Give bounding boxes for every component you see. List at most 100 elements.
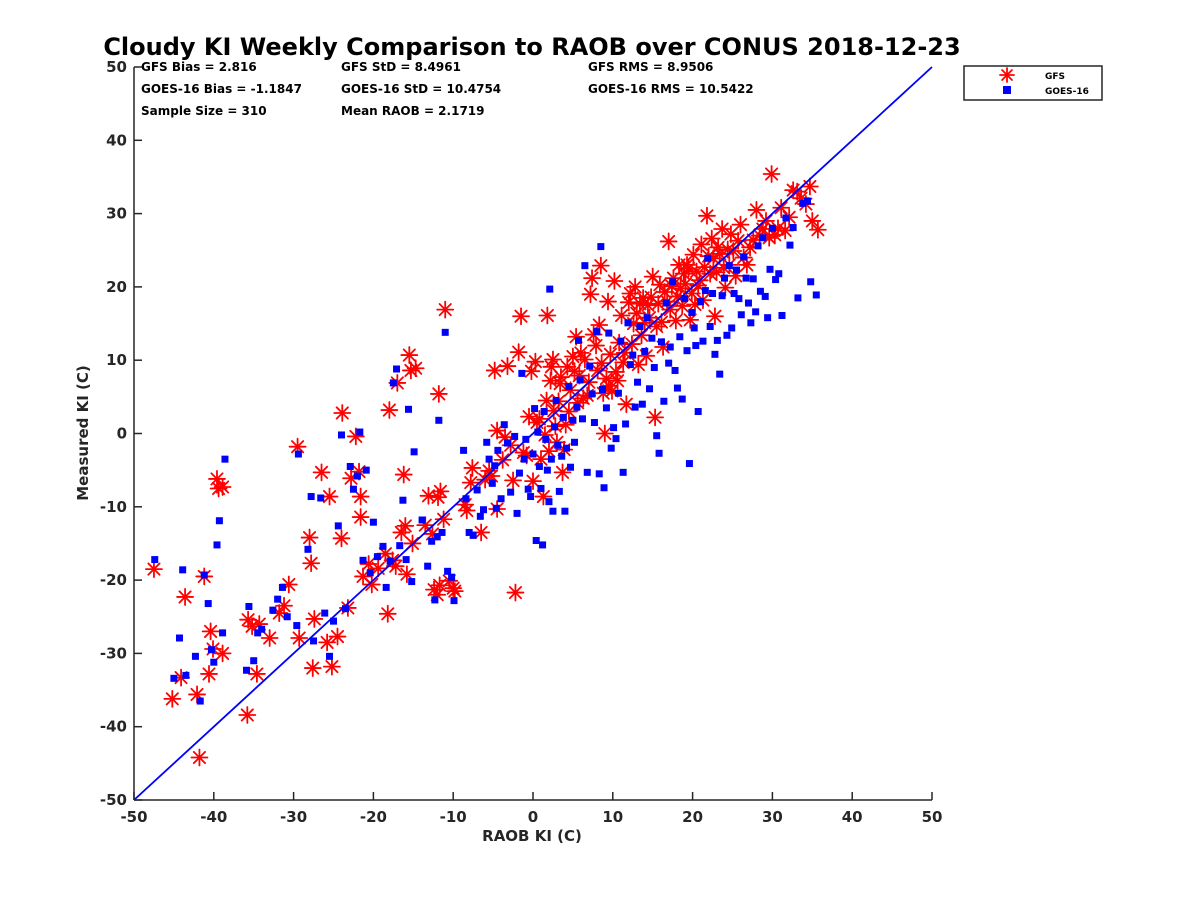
goes-point [356,428,364,436]
goes-point [473,486,481,494]
gfs-point [538,306,557,325]
goes-point [749,275,757,283]
goes-point [399,496,407,504]
gfs-point [621,284,640,303]
goes-point [405,405,413,413]
goes-point [775,270,783,278]
goes-point [546,285,554,293]
chart-title: Cloudy KI Weekly Comparison to RAOB over… [103,33,960,61]
goes-point [653,432,661,440]
gfs-point [552,368,570,386]
goes-point [346,462,354,470]
goes-point [581,262,589,270]
gfs-point [512,307,530,326]
goes-point [337,431,345,439]
goes-point [151,556,159,564]
goes-point [547,455,555,463]
gfs-point [305,610,324,628]
goes-point [629,351,637,359]
goes-point [569,416,577,424]
goes-point [382,583,390,591]
gfs-point [530,409,549,428]
goes-point [641,347,649,355]
goes-point [782,214,790,222]
goes-point [366,569,374,577]
y-tick-label: -20 [100,571,127,589]
goes-point [433,533,441,541]
goes-point [681,295,689,303]
goes-point [310,637,318,645]
goes-point [764,314,772,322]
legend-box [963,65,1103,101]
x-tick-label: -30 [280,808,307,826]
stat-mean-raob: Mean RAOB = 2.1719 [341,104,485,118]
goes-point [701,287,709,295]
y-tick-label: -30 [100,644,127,662]
goes-point [576,376,584,384]
goes-point [766,265,774,273]
goes-point [583,468,591,476]
y-axis-label: Measured KI (C) [74,365,92,501]
goes-point [465,528,473,536]
goes-point [551,423,559,431]
gfs-point [731,215,750,234]
y-tick-label: 30 [106,205,127,223]
gfs-point [300,528,319,547]
goes-point [213,541,221,549]
goes-point [716,370,724,378]
gfs-point [400,346,419,364]
goes-point [334,522,342,530]
goes-point [503,439,511,447]
goes-point [794,294,802,302]
data-points [145,165,827,767]
goes-point [742,274,750,282]
goes-point [386,557,394,565]
goes-point [768,224,776,232]
goes-point [389,379,397,387]
goes-point [532,537,540,545]
gfs-point [396,516,415,535]
gfs-point [213,478,232,496]
goes-point [622,420,630,428]
gfs-point [200,665,218,683]
gfs-point [544,350,562,369]
goes-point [812,291,820,299]
legend: GFS GOES-16 [963,65,1103,101]
goes-point [634,378,642,386]
goes-point [210,658,218,666]
goes-point [254,629,262,637]
goes-point [515,469,523,477]
gfs-point [599,292,617,311]
goes-point [531,405,539,413]
stat-gfs-bias: GFS Bias = 2.816 [141,60,257,74]
gfs-point [386,557,405,576]
gfs-point [684,245,703,264]
goes-point [511,432,519,440]
gfs-point [666,311,685,330]
goes-point [756,287,764,295]
gfs-point [605,272,624,290]
goes-point [204,600,212,608]
goes-point [619,468,627,476]
x-tick-label: 50 [922,808,943,826]
goes-point [529,450,537,458]
gfs-point [706,307,724,326]
gfs-point [526,352,545,371]
goes-point [586,362,594,370]
goes-point [778,311,786,319]
gfs-point [581,285,600,304]
gfs-point [398,565,416,584]
goes-point [418,516,426,524]
goes-point [369,518,377,526]
goes-point [535,462,543,470]
y-tick-label: 40 [106,131,127,149]
gfs-point [378,604,397,623]
goes-point [559,413,567,421]
gfs-point [472,523,491,542]
goes-point [597,243,605,251]
goes-point [278,583,286,591]
goes-point [476,512,484,520]
goes-point [524,485,532,493]
goes-point [527,493,535,501]
goes-point [617,337,625,345]
